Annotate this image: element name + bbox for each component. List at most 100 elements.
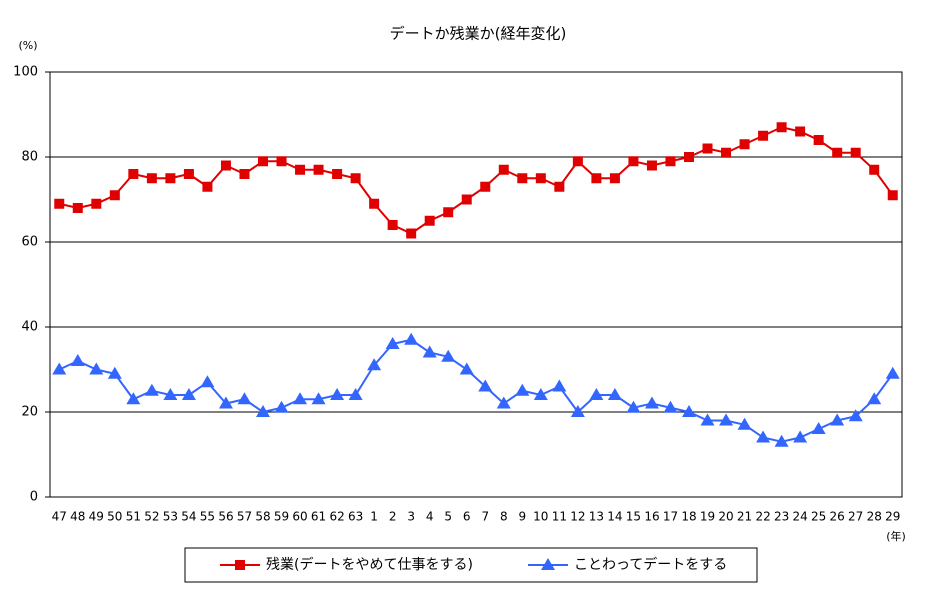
marker	[424, 215, 435, 226]
marker	[832, 147, 843, 158]
marker	[498, 164, 509, 175]
marker	[293, 392, 308, 405]
marker	[478, 379, 493, 392]
marker	[181, 388, 196, 400]
marker	[239, 169, 250, 179]
marker	[348, 388, 363, 400]
marker	[756, 430, 771, 443]
x-tick-label: 26	[830, 510, 845, 524]
marker	[684, 152, 694, 162]
marker	[89, 362, 104, 375]
marker	[867, 392, 882, 405]
marker	[256, 405, 270, 417]
marker	[721, 147, 732, 158]
marker	[663, 400, 678, 413]
marker	[795, 126, 806, 137]
x-tick-label: 10	[533, 510, 548, 524]
x-tick-label: 27	[848, 510, 863, 524]
x-tick-label: 28	[867, 510, 882, 524]
x-tick-label: 15	[626, 510, 641, 524]
marker	[332, 169, 343, 179]
marker	[385, 337, 400, 349]
plot-area	[49, 71, 903, 498]
marker	[589, 388, 604, 400]
x-tick-label: 6	[463, 510, 471, 524]
x-tick-label: 25	[811, 510, 826, 524]
marker	[480, 181, 491, 192]
marker	[54, 198, 65, 209]
x-tick-label: 56	[218, 510, 233, 524]
marker	[52, 362, 67, 375]
legend-marker	[541, 558, 555, 570]
y-tick-label: 80	[21, 150, 38, 165]
marker	[70, 354, 85, 366]
marker	[367, 358, 382, 371]
marker	[109, 190, 120, 201]
x-tick-label: 11	[552, 510, 567, 524]
marker	[813, 135, 824, 145]
marker	[719, 413, 734, 426]
legend-label: ことわってデートをする	[574, 556, 727, 573]
marker	[737, 417, 752, 430]
marker	[554, 181, 565, 192]
x-tick-label: 58	[255, 510, 270, 524]
marker	[591, 173, 602, 184]
marker	[682, 405, 696, 417]
marker	[552, 379, 567, 392]
marker	[461, 194, 472, 205]
x-tick-label: 1	[370, 510, 378, 524]
legend-marker	[235, 560, 245, 570]
marker	[811, 422, 826, 434]
marker	[793, 430, 808, 443]
x-tick-label: 62	[329, 510, 344, 524]
marker	[183, 169, 194, 179]
marker	[295, 164, 306, 175]
marker	[626, 400, 641, 413]
x-tick-label: 5	[444, 510, 452, 524]
x-tick-label: 55	[200, 510, 215, 524]
x-tick-label: 29	[885, 510, 900, 524]
marker	[441, 349, 456, 362]
marker	[163, 388, 178, 400]
x-tick-label: 49	[89, 510, 104, 524]
x-tick-label: 9	[518, 510, 526, 524]
marker	[758, 130, 769, 141]
x-tick-label: 48	[70, 510, 85, 524]
marker	[144, 383, 159, 396]
x-tick-label: 24	[792, 510, 807, 524]
marker	[830, 413, 845, 426]
marker	[404, 332, 419, 345]
chart-title: デートか残業か(経年変化)	[390, 25, 567, 43]
marker	[646, 160, 657, 171]
marker	[887, 190, 898, 201]
marker	[274, 400, 289, 413]
x-tick-label: 20	[718, 510, 733, 524]
x-tick-label: 12	[570, 510, 585, 524]
marker	[459, 362, 474, 375]
marker	[572, 156, 583, 167]
marker	[350, 173, 361, 184]
x-tick-label: 2	[389, 510, 397, 524]
legend-label: 残業(デートをやめて仕事をする)	[266, 556, 473, 573]
x-tick-label: 63	[348, 510, 363, 524]
marker	[628, 156, 639, 167]
marker	[517, 173, 528, 184]
y-tick-label: 40	[21, 320, 38, 335]
x-tick-label: 17	[663, 510, 678, 524]
marker	[202, 181, 213, 192]
marker	[126, 392, 141, 405]
marker	[609, 173, 620, 184]
marker	[311, 392, 326, 405]
series-line	[58, 338, 894, 443]
legend-box	[184, 547, 758, 583]
marker	[422, 345, 437, 358]
marker	[700, 413, 715, 426]
marker	[644, 396, 659, 409]
x-tick-label: 7	[481, 510, 489, 524]
x-tick-label: 4	[426, 510, 434, 524]
marker	[774, 434, 789, 447]
y-unit: (%)	[18, 39, 37, 52]
marker	[665, 156, 676, 167]
marker	[313, 164, 324, 175]
